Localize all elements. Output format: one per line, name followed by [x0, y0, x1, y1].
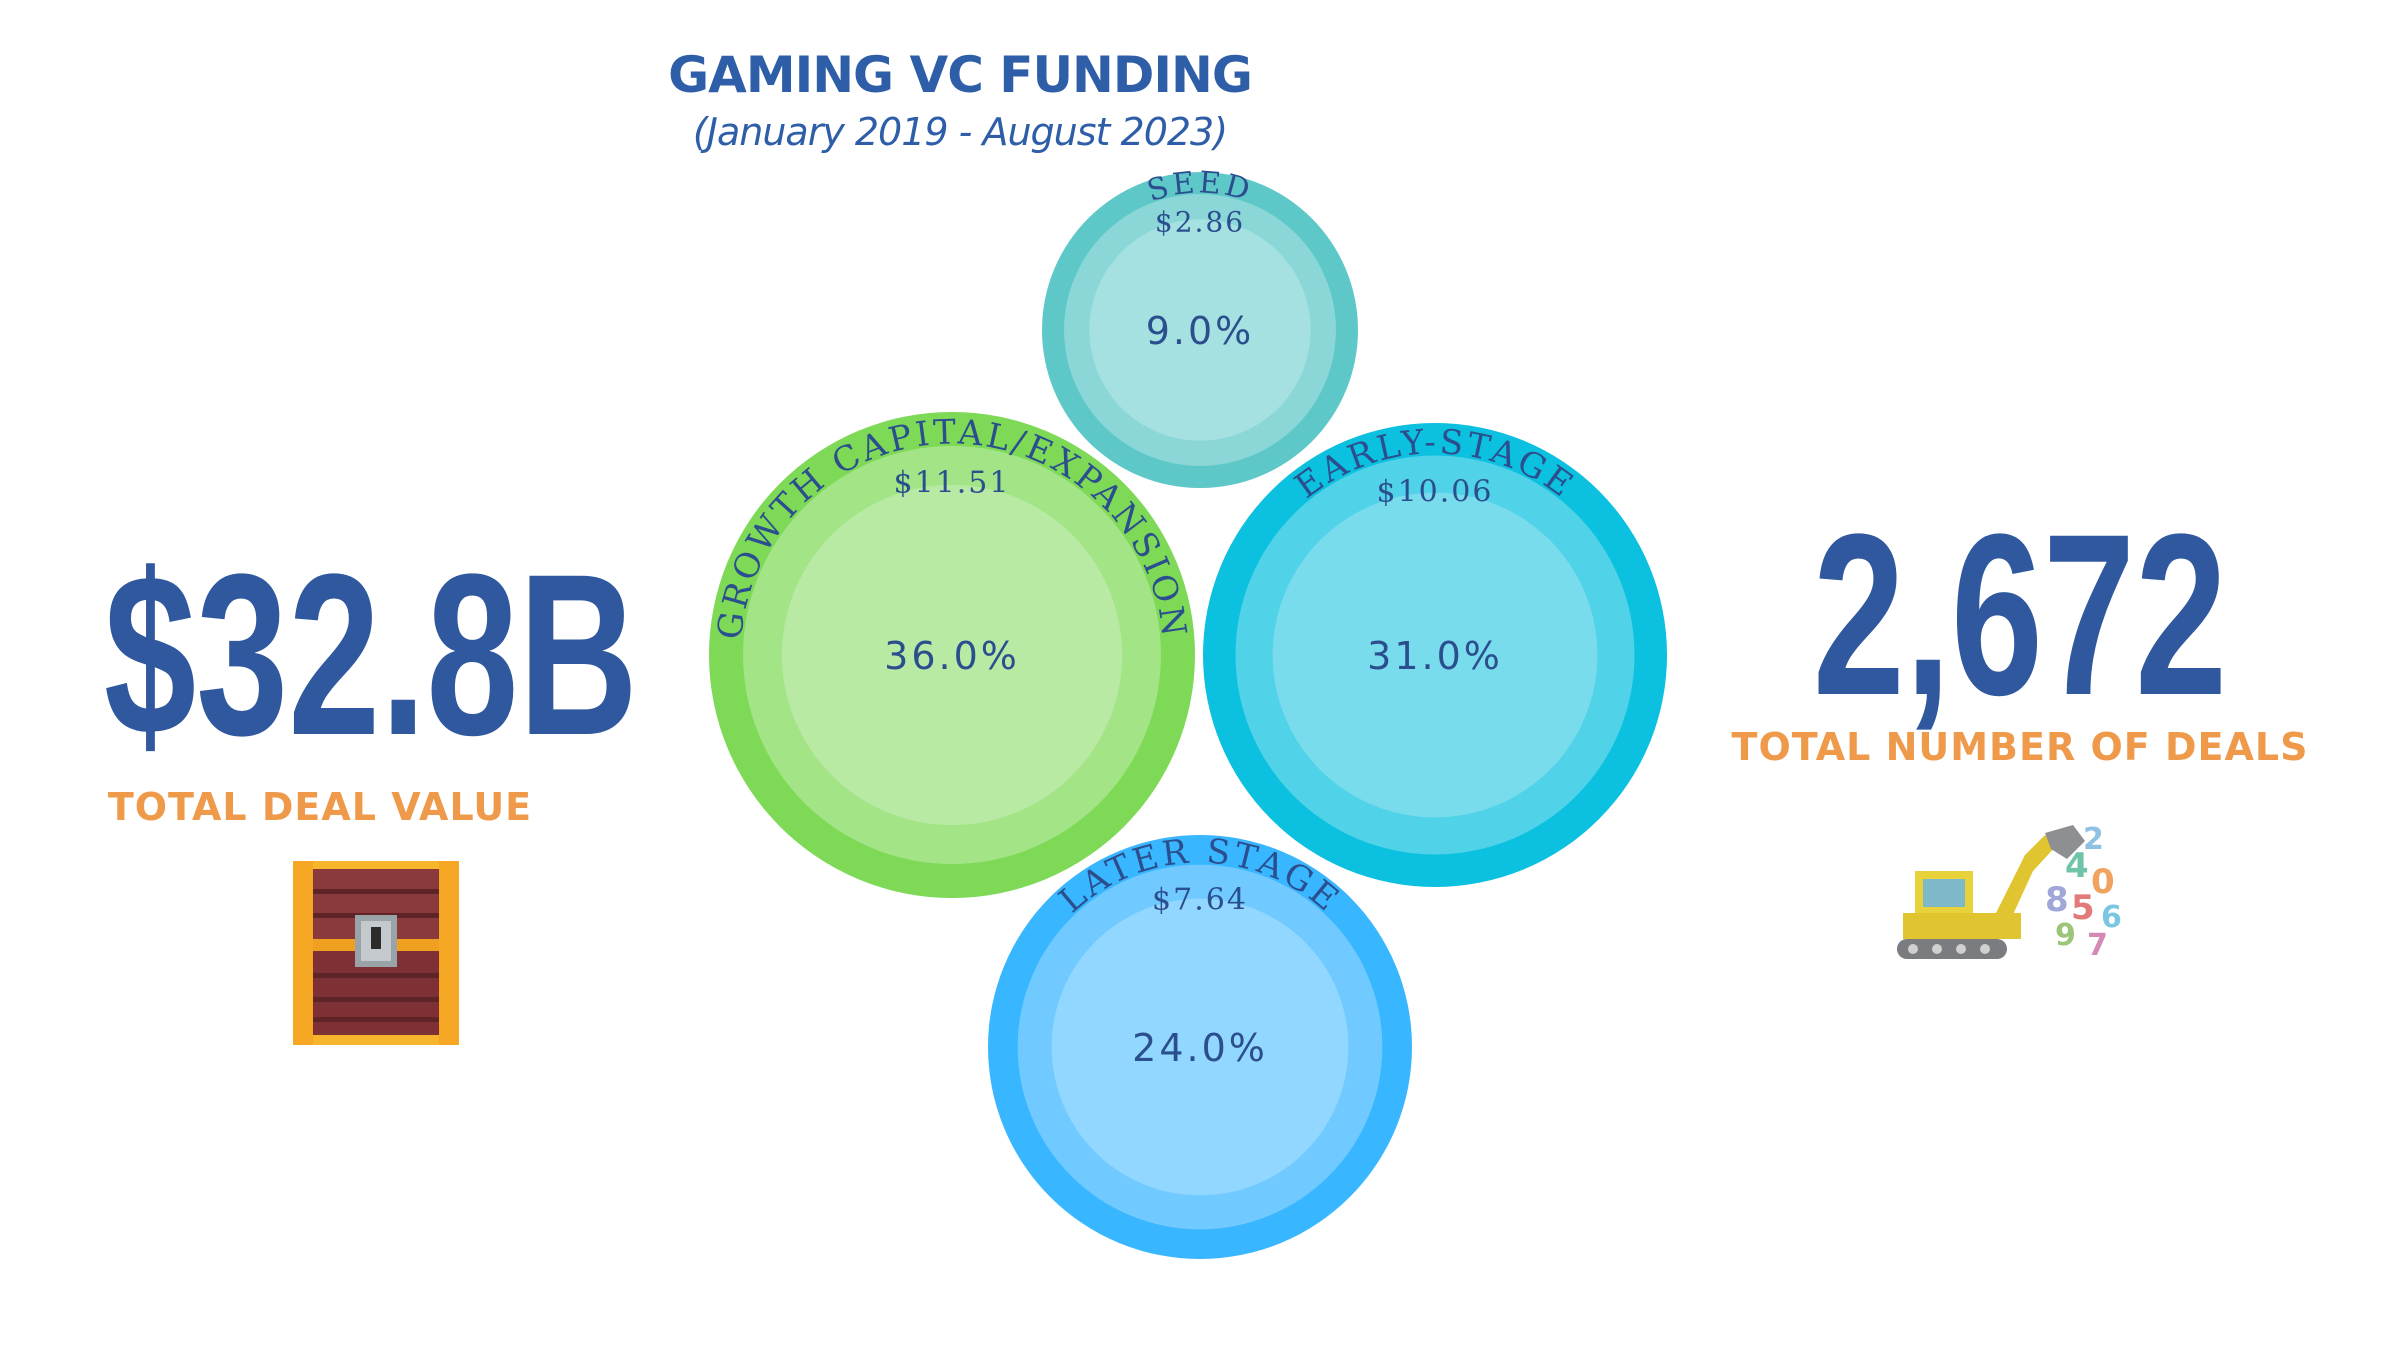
svg-text:8: 8 [2045, 880, 2069, 920]
bubble-seed: SEED$2.869.0% [1042, 165, 1358, 488]
treasure-chest-icon [293, 861, 459, 1045]
bubble-value-seed: $2.86 [1155, 206, 1245, 239]
bubble-inner-later-stage [1051, 898, 1349, 1196]
bubble-inner-seed [1089, 219, 1311, 441]
bubble-share-seed: 9.0% [1146, 309, 1255, 353]
excavator-numbers-icon: 2 4 0 8 5 6 9 7 [1897, 822, 2122, 963]
total-deals-label: TOTAL NUMBER OF DEALS [1731, 725, 2309, 769]
svg-text:0: 0 [2091, 862, 2115, 902]
total-deals-count: 2,672 [1812, 486, 2228, 743]
svg-text:4: 4 [2065, 846, 2089, 886]
total-deal-value: $32.8B [103, 526, 639, 783]
svg-text:7: 7 [2087, 928, 2108, 963]
svg-text:2: 2 [2083, 822, 2104, 857]
chart-title: GAMING VC FUNDING [668, 46, 1253, 104]
svg-text:5: 5 [2071, 888, 2095, 928]
svg-text:9: 9 [2055, 918, 2076, 953]
bubble-share-growth-capital-expansion: 36.0% [884, 634, 1020, 678]
bubble-inner-growth-capital-expansion [781, 484, 1123, 826]
svg-text:6: 6 [2101, 900, 2122, 935]
bubble-value-growth-capital-expansion: $11.51 [894, 466, 1011, 501]
bubble-inner-early-stage [1272, 492, 1598, 818]
bubble-share-later-stage: 24.0% [1132, 1026, 1268, 1070]
bubble-value-later-stage: $7.64 [1152, 882, 1248, 917]
total-deal-value-label: TOTAL DEAL VALUE [107, 785, 533, 829]
bubble-share-early-stage: 31.0% [1367, 634, 1503, 678]
bubble-value-early-stage: $10.06 [1377, 474, 1494, 509]
chart-subtitle: (January 2019 - August 2023) [692, 110, 1228, 154]
